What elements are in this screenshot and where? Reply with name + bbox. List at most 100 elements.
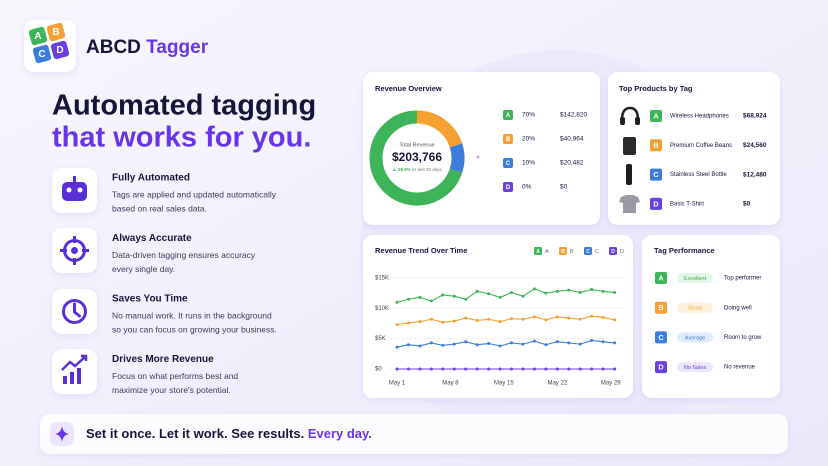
series-point — [613, 318, 617, 322]
series-point — [601, 367, 605, 371]
feature-text: Tags are applied and updated automatical… — [112, 189, 277, 199]
change-note: vs last 30 days — [412, 167, 443, 172]
legend-swatch-letter: C — [586, 249, 590, 255]
status-note: Doing well — [724, 305, 752, 311]
status-pill — [677, 332, 713, 343]
coffee-bag-icon — [623, 137, 636, 155]
x-tick-label: May 15 — [494, 381, 514, 387]
series-point — [429, 367, 433, 371]
legend-revenue: $142,820 — [560, 112, 587, 119]
tag-letter: B — [506, 137, 511, 143]
target-center — [71, 247, 78, 254]
status-note: Top performer — [724, 276, 761, 282]
legend-label: D — [620, 249, 624, 255]
tag-badge — [503, 158, 513, 168]
legend-revenue: $40,964 — [560, 136, 584, 143]
bottle-icon — [626, 164, 632, 185]
series-point — [601, 289, 605, 293]
y-tick-label: $15K — [375, 276, 389, 282]
connector-dot — [476, 155, 480, 159]
status-label: Good — [688, 306, 701, 312]
series-point — [544, 343, 548, 347]
headphones-cup — [620, 117, 625, 125]
growth-bar — [77, 368, 81, 384]
series-point — [567, 367, 571, 371]
series-point — [406, 321, 410, 325]
tshirt-icon — [619, 195, 640, 213]
sparkle-icon — [55, 426, 69, 442]
status-note: Room to grow — [724, 335, 762, 341]
footer-highlight: Every day. — [308, 426, 372, 441]
status-note: No revenue — [724, 365, 756, 371]
series-point — [590, 288, 594, 292]
headline: Automated tagging — [52, 90, 316, 122]
series-point — [613, 291, 617, 295]
growth-bar — [63, 376, 67, 384]
legend-swatch-letter: B — [561, 249, 565, 255]
clock-hands — [73, 302, 81, 318]
product-value: $24,560 — [743, 142, 767, 149]
y-tick-label: $0 — [375, 367, 382, 373]
series-point — [555, 367, 559, 371]
robot-eye — [77, 187, 83, 193]
x-tick-label: May 1 — [389, 381, 406, 387]
series-point — [613, 341, 617, 345]
series-point — [464, 297, 468, 301]
series-point — [452, 319, 456, 323]
series-point — [544, 318, 548, 322]
series-point — [544, 291, 548, 295]
series-point — [475, 289, 479, 293]
series-point — [395, 323, 399, 327]
series-point — [532, 287, 536, 291]
series-point — [418, 295, 422, 299]
series-point — [487, 317, 491, 321]
logo-letter: D — [56, 45, 63, 56]
tag-badge — [650, 110, 662, 122]
series-point — [521, 317, 525, 321]
growth-arrow — [61, 354, 88, 371]
series-point — [406, 367, 410, 371]
series-point — [567, 341, 571, 345]
series-point — [590, 314, 594, 318]
series-point — [532, 367, 536, 371]
series-point — [521, 342, 525, 346]
panel-title: Tag Performance — [654, 246, 715, 255]
series-point — [441, 343, 445, 347]
logo-tile — [28, 26, 48, 46]
series-point — [452, 342, 456, 346]
series-point — [578, 367, 582, 371]
y-tick-label: $5K — [375, 336, 386, 342]
tag-badge — [503, 182, 513, 192]
series-point — [464, 367, 468, 371]
feature-text: No manual work. It runs in the backgroun… — [112, 310, 272, 320]
x-tick-label: May 8 — [442, 381, 459, 387]
footer-text: Set it once. Let it work. See results. E… — [86, 426, 372, 441]
series-point — [395, 367, 399, 371]
series-point — [613, 367, 617, 371]
tag-badge — [655, 331, 667, 344]
legend-swatch — [584, 247, 592, 255]
panel-title: Top Products by Tag — [619, 84, 693, 93]
tag-letter: C — [506, 161, 511, 167]
series-point — [521, 367, 525, 371]
x-tick-label: May 22 — [547, 381, 567, 387]
series-point — [487, 367, 491, 371]
status-label: Excellent — [684, 276, 707, 282]
tag-letter: C — [653, 170, 658, 179]
tag-letter: A — [653, 111, 658, 120]
series-point — [487, 342, 491, 346]
series-point — [510, 291, 514, 295]
legend-percent: 70% — [522, 112, 535, 119]
series-point — [601, 340, 605, 344]
series-point — [418, 320, 422, 324]
legend-swatch — [559, 247, 567, 255]
series-point — [498, 320, 502, 324]
series-point — [429, 341, 433, 345]
brand-accent: Tagger — [146, 37, 209, 58]
feature-text: every single day. — [112, 264, 175, 274]
series-point — [567, 288, 571, 292]
series-point — [441, 367, 445, 371]
performance-panel — [642, 235, 780, 398]
logo-tile — [50, 40, 70, 60]
change-value: 28.9% — [398, 167, 411, 172]
